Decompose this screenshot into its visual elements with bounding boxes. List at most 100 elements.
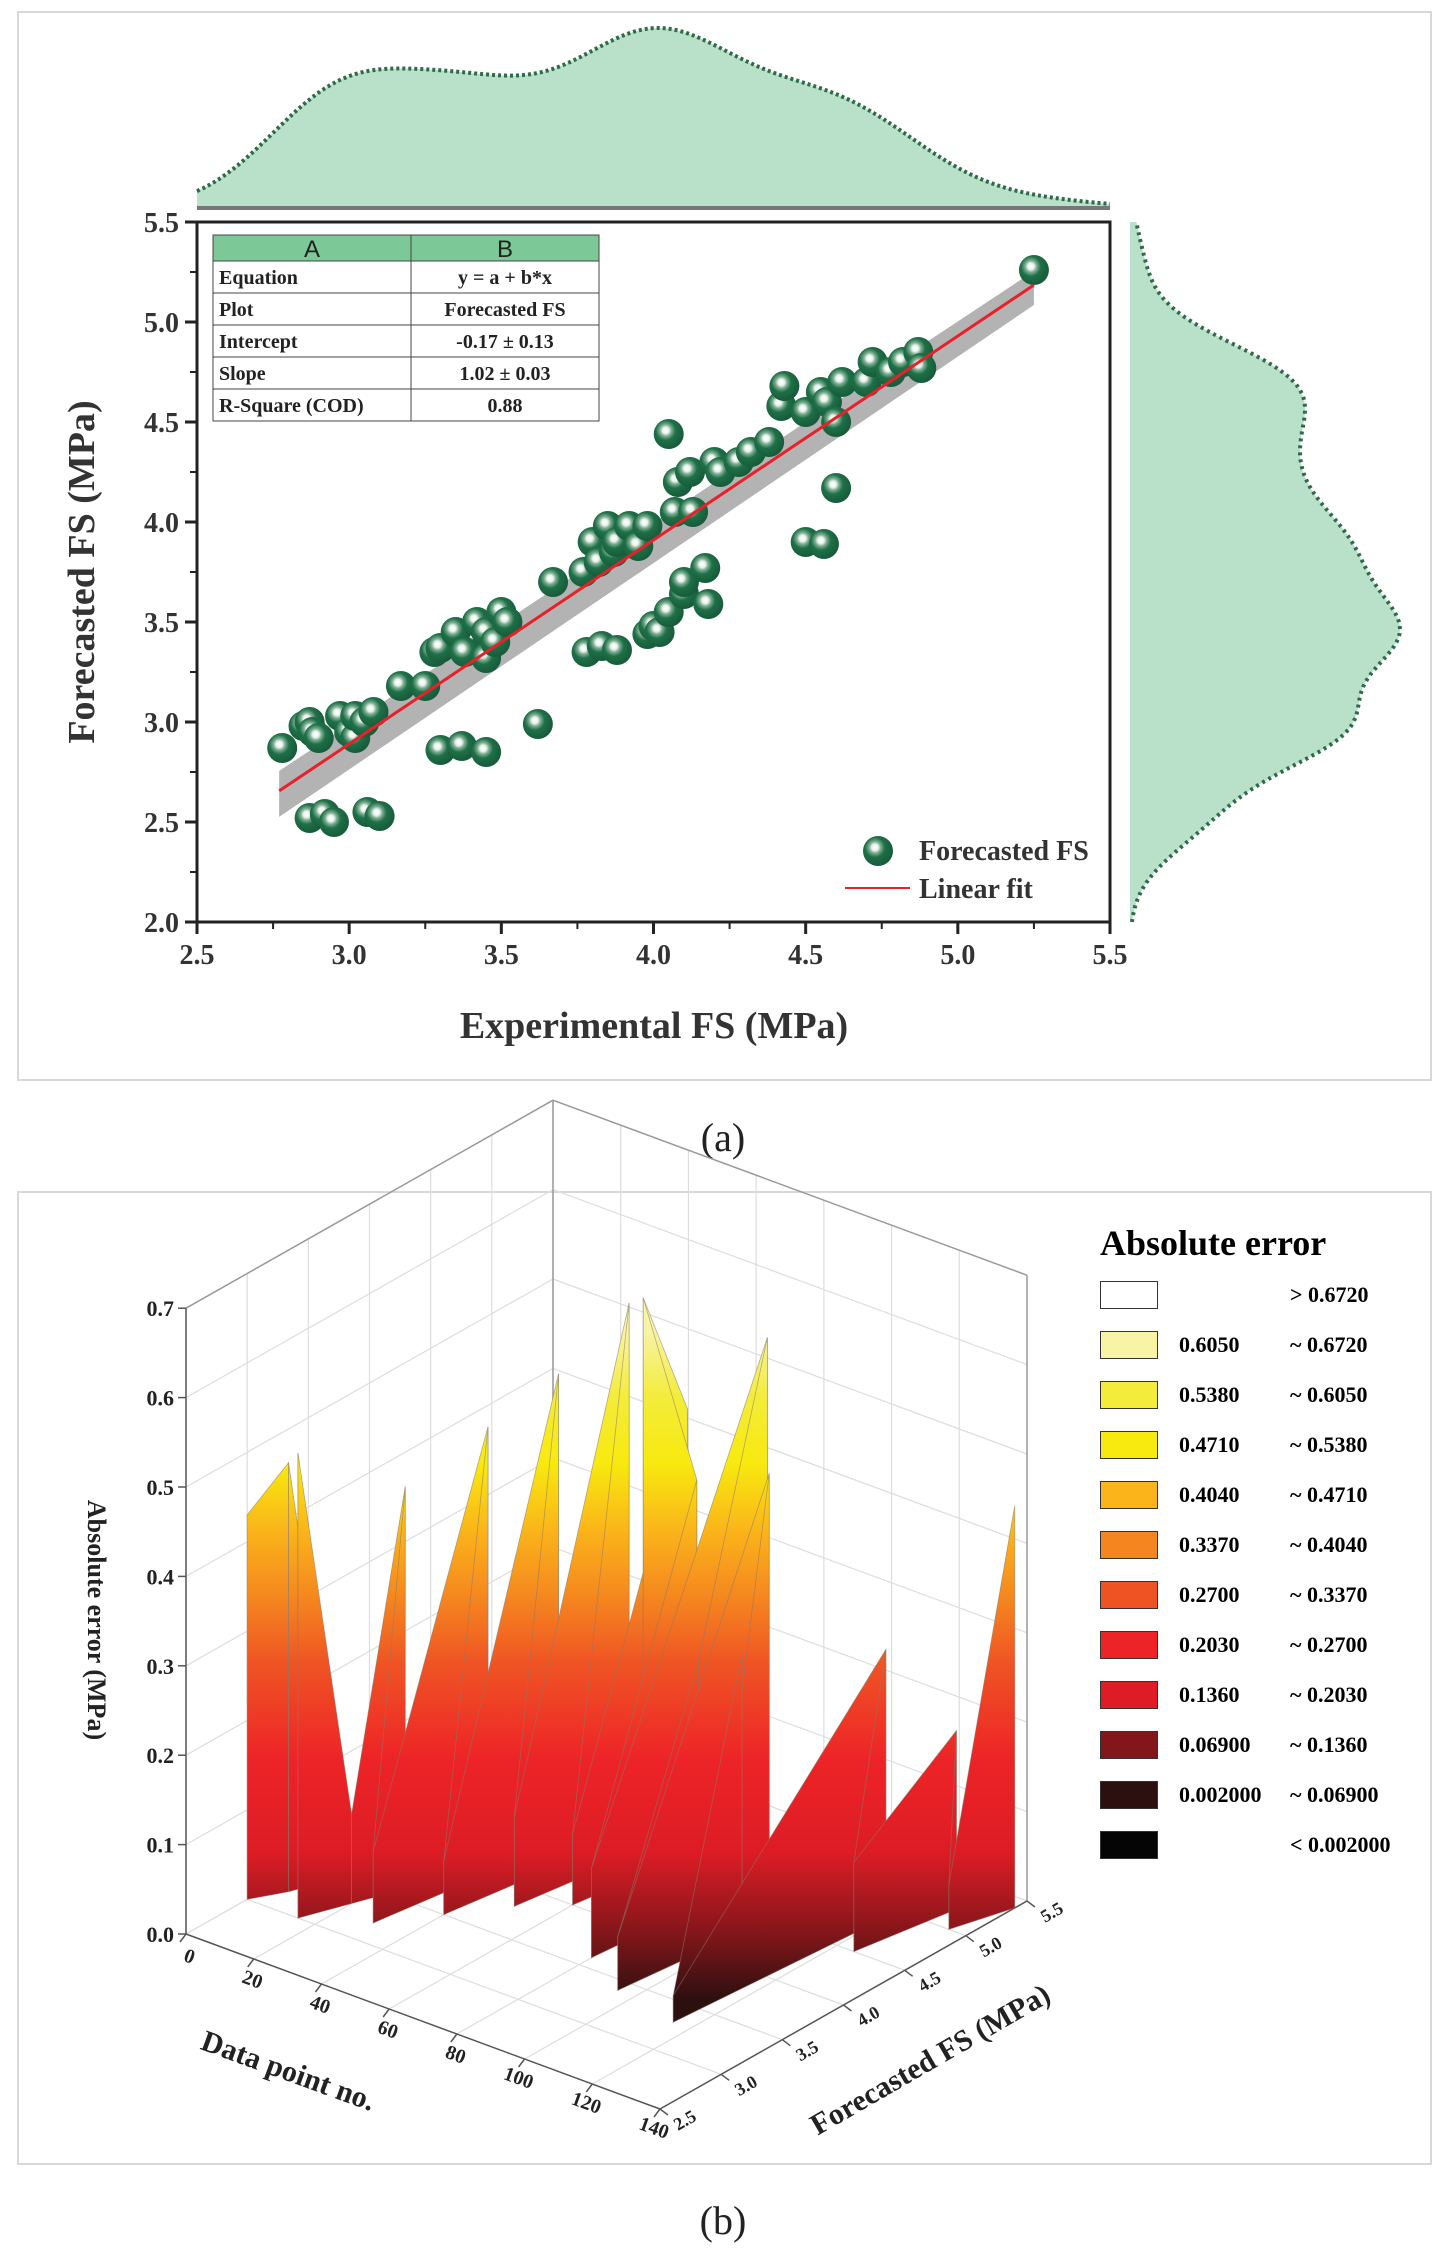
table-row [212,324,600,358]
legend-to: ~ 0.2700 [1290,1632,1368,1657]
y-axis-title: Forecasted FS (MPa) [61,400,103,743]
data-point [601,635,632,665]
data-point [632,511,663,541]
right-wall-grid [552,1367,1028,1544]
x-tick [314,1983,323,1993]
data-point [653,419,684,449]
table-header-cell: A [304,236,320,263]
x-tick-label: 4.5 [788,940,823,971]
fit-line [278,283,1035,793]
legend-to: ~ 0.6720 [1290,1332,1368,1357]
data-point [267,733,298,763]
z-tick-label: 0.7 [147,1296,175,1321]
table-header-bg [212,234,600,262]
y-tick-label: 4.5 [144,408,179,439]
table-cell: 0.88 [488,395,523,417]
legend-from: 0.06900 [1179,1732,1251,1757]
y-tick-label: 3.0 [731,2071,760,2100]
z-tick-label: 0.2 [147,1743,175,1768]
scatter-chart: 2.5 3.0 3.5 4.0 4.5 5.0 5.52.02.53.03.54.04.55… [61,25,1403,1047]
floor-grid [246,1898,722,2075]
x-tick [450,2033,458,2043]
x-tick-label: 20 [239,1966,265,1994]
legend-from: 0.5380 [1179,1382,1240,1407]
legend-swatch [1100,1531,1158,1559]
y-tick-label: 3.5 [144,608,179,639]
data-point [821,473,852,503]
top-density-fill [197,28,1110,208]
y-tick [1026,1900,1036,1908]
y-tick [720,2073,730,2081]
top-density-line [196,25,1111,206]
z-tick-label: 0.1 [147,1833,175,1858]
data-point [538,567,569,597]
y-tick [843,2004,852,2012]
data-point [471,737,502,767]
data-point [385,671,416,701]
legend-point-icon [863,836,893,866]
y-tick-label: 3.0 [144,708,179,739]
y-tick-label: 5.0 [144,308,179,339]
legend-swatch [1100,1631,1158,1659]
x-axis-title-b: Data point no. [197,2024,380,2117]
data-point [827,367,858,397]
x-tick-label: 3.5 [484,940,519,971]
y-tick [659,2108,669,2116]
caption-b: (b) [699,2198,747,2243]
x-tick-label: 100 [501,2063,537,2094]
y-tick-label: 2.5 [144,808,179,839]
x-tick [585,2083,593,2093]
right-wall-grid [552,1457,1028,1634]
legend-swatch [1100,1281,1158,1309]
legend-swatch [1100,1481,1158,1509]
x-tick-label: 0 [181,1945,198,1969]
table-row [212,356,600,390]
z-tick-label: 0.4 [147,1564,175,1589]
legend-from: 0.6050 [1179,1332,1240,1357]
table-cell: -0.17 ± 0.13 [456,331,554,353]
y-tick [781,2039,791,2047]
y-tick-label: 2.0 [144,908,179,939]
table-cell: R-Square (COD) [219,395,364,417]
y-tick [965,1935,975,1943]
data-point [675,457,706,487]
data-point [358,697,389,727]
y-tick-label: 4.0 [854,2002,883,2031]
surface-facet [297,1453,352,1919]
data-point [318,807,349,837]
table-cell: Plot [219,299,254,321]
table-cell: Slope [219,363,266,385]
legend-to: ~ 0.06900 [1290,1782,1379,1807]
right-wall-grid [552,1189,1028,1366]
data-point [821,407,852,437]
legend-label-fit: Linear fit [919,874,1033,905]
data-point [690,553,721,583]
x-tick [247,1958,255,1968]
table-cell: Forecasted FS [444,299,565,321]
data-point [303,723,334,753]
data-point [522,709,553,739]
data-point [769,371,800,401]
legend-to: ~ 0.3370 [1290,1582,1368,1607]
data-point [693,589,724,619]
table-row [212,388,600,422]
data-point [364,801,395,831]
data-point [446,731,477,761]
legend-from: 0.3370 [1179,1532,1240,1557]
surface-facet [948,1505,1016,1930]
panel-a [17,11,1432,1081]
data-point [754,427,785,457]
table-header-cell: B [497,236,513,263]
right-density-fill [1130,222,1400,922]
y-tick [904,1969,914,1977]
right-density-line [1130,221,1403,923]
x-tick [653,2108,661,2118]
z-tick-label: 0.6 [147,1386,175,1411]
legend-to: ~ 0.2030 [1290,1682,1368,1707]
data-point [1018,255,1049,285]
legend-to: ~ 0.4040 [1290,1532,1368,1557]
y-tick-label: 5.5 [144,208,179,239]
x-tick-label: 140 [636,2113,672,2144]
legend-to: < 0.002000 [1290,1832,1391,1857]
legend-from: 0.002000 [1179,1782,1262,1807]
